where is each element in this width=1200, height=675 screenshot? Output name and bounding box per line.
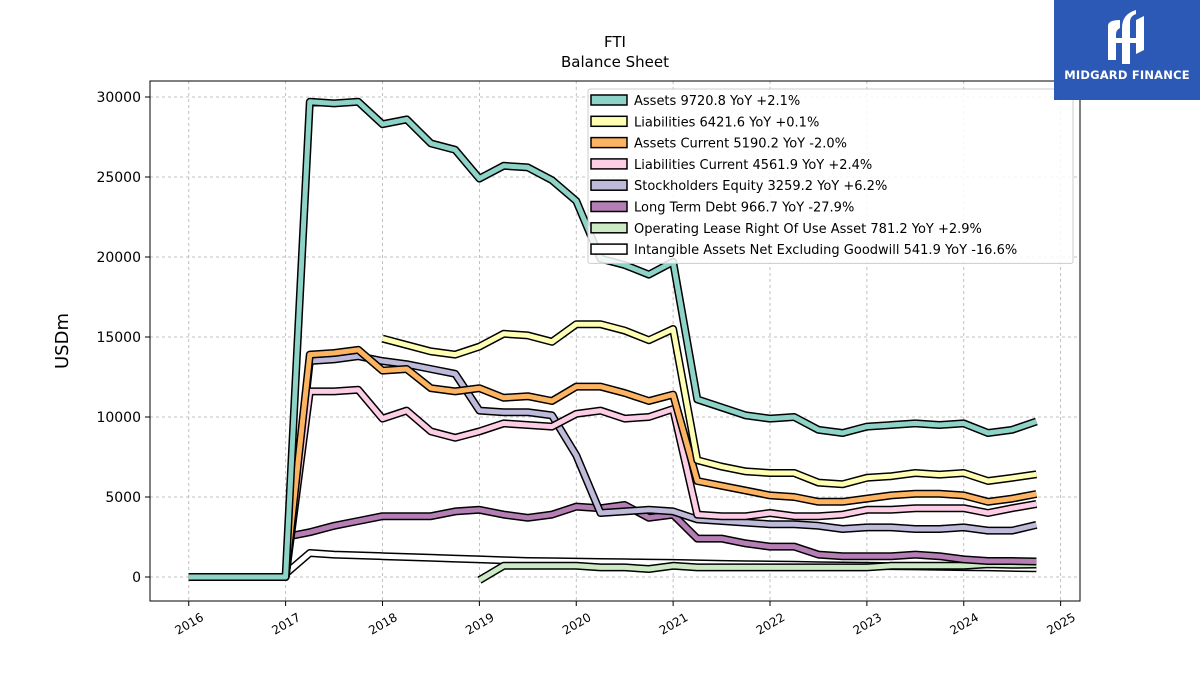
series-line — [381, 321, 1037, 487]
legend-swatch — [590, 158, 628, 170]
legend: Assets 9720.8 YoY +2.1% Liabilities 6421.… — [587, 88, 1074, 264]
y-axis-label: USDm — [52, 313, 73, 369]
legend-entry: Liabilities Current 4561.9 YoY +2.4% — [634, 158, 872, 173]
x-tick-label: 2023 — [851, 610, 884, 637]
brand-name: MIDGARD FINANCE — [1064, 68, 1190, 82]
legend-swatch — [590, 136, 628, 149]
x-tick-label: 2020 — [560, 610, 593, 637]
legend-entry: Intangible Assets Net Excluding Goodwill… — [634, 243, 1017, 258]
legend-swatch — [590, 243, 628, 255]
y-tick-label: 0 — [132, 570, 141, 586]
x-tick-label: 2017 — [269, 610, 302, 637]
series-1 — [381, 320, 1037, 489]
midgard-logo-icon — [1108, 10, 1144, 64]
chart-subtitle: Balance Sheet — [561, 53, 669, 71]
series-line — [188, 353, 1037, 580]
series-2 — [281, 345, 1038, 578]
y-tick-label: 25000 — [96, 170, 141, 186]
x-tick-label: 2022 — [754, 610, 787, 637]
x-tick-label: 2025 — [1044, 610, 1077, 637]
x-tick-label: 2018 — [366, 610, 399, 637]
legend-entry: Stockholders Equity 3259.2 YoY +6.2% — [634, 179, 887, 194]
legend-entry: Operating Lease Right Of Use Asset 781.2… — [634, 222, 982, 237]
series-4 — [188, 352, 1038, 581]
series-line — [285, 502, 1037, 564]
legend-swatch — [590, 115, 628, 128]
plot-frame — [149, 80, 1081, 602]
legend-entry: Assets Current 5190.2 YoY -2.0% — [634, 137, 847, 152]
legend-entry: Assets 9720.8 YoY +2.1% — [634, 94, 800, 109]
legend-entry: Long Term Debt 966.7 YoY -27.9% — [634, 201, 854, 216]
legend-box — [587, 88, 1074, 264]
series-5 — [284, 501, 1037, 566]
series-3 — [281, 385, 1038, 578]
y-tick-label: 20000 — [96, 250, 141, 266]
series-line — [478, 561, 1037, 583]
chart-title: FTI — [604, 33, 626, 51]
series-line-outline — [281, 385, 1038, 578]
x-tick-label: 2016 — [173, 610, 206, 637]
series-line — [283, 387, 1037, 578]
series-line — [283, 347, 1037, 578]
legend-swatch — [590, 200, 628, 213]
y-tick-label: 30000 — [96, 90, 141, 106]
brand-badge: MIDGARD FINANCE — [1054, 0, 1200, 100]
series-6 — [477, 560, 1037, 584]
legend-swatch — [590, 94, 628, 106]
legend-entry: Liabilities 6421.6 YoY +0.1% — [634, 115, 819, 130]
x-tick-label: 2019 — [463, 610, 496, 637]
series-line-outline — [281, 345, 1038, 578]
x-tick-label: 2024 — [948, 610, 981, 637]
legend-swatch — [590, 179, 628, 191]
legend-swatch — [590, 222, 628, 234]
y-tick-label: 10000 — [96, 410, 141, 426]
y-tick-label: 15000 — [96, 330, 141, 346]
x-tick-label: 2021 — [657, 610, 690, 637]
y-tick-label: 5000 — [105, 490, 141, 506]
